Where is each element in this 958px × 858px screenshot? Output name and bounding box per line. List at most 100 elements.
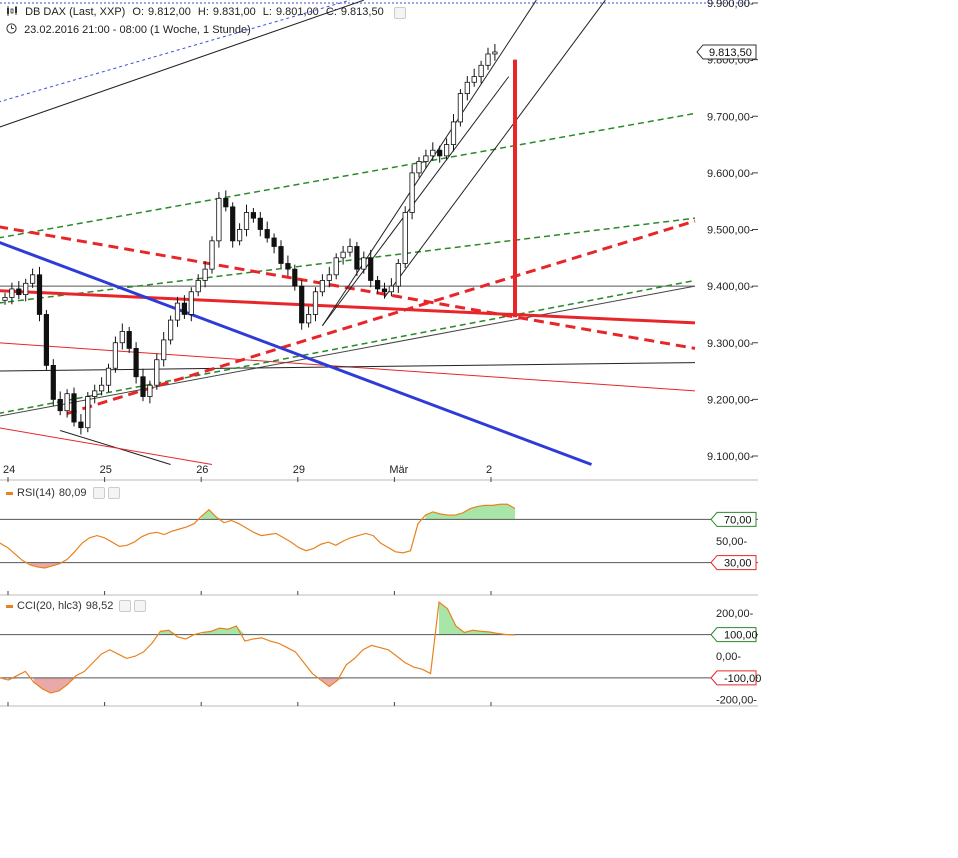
rsi-30-badge-label: 30,00 [724, 558, 752, 570]
cci-oversold-fill [8, 677, 347, 694]
x-tick-label: 29 [293, 464, 305, 476]
candle-down [181, 302, 187, 315]
rsi-value: 80,09 [58, 487, 87, 499]
candle-down [368, 257, 374, 281]
cci-200-label: 200,00- [716, 608, 754, 620]
green-dashed-line-1 [0, 279, 696, 414]
candle-down [50, 364, 56, 400]
cci-value: 98,52 [85, 600, 114, 612]
cci-line [0, 601, 516, 694]
rsi-settings-icon[interactable] [92, 487, 105, 500]
cci-0-label: 0,00- [716, 651, 741, 663]
candle-up [388, 285, 395, 293]
low-label: L: [262, 6, 272, 19]
candle-up [464, 81, 470, 95]
candle-down [437, 149, 443, 157]
high-value: 9.831,00 [212, 6, 256, 19]
candle-down [133, 348, 139, 378]
rsi-close-icon[interactable] [107, 487, 120, 500]
candle-up [167, 319, 174, 341]
open-value: 9.812,00 [148, 6, 191, 19]
high-label: H: [197, 6, 209, 19]
candle-up [409, 172, 415, 213]
period-row: 23.02.2016 21:00 - 08:00 (1 Woche, 1 Stu… [6, 23, 255, 37]
cci-settings-icon[interactable] [119, 600, 132, 613]
candle-down [140, 376, 146, 397]
green-dashed-line-3 [0, 112, 696, 239]
rsi-line [0, 503, 516, 569]
channel-upper-line [321, 0, 537, 327]
candle-up [340, 251, 346, 259]
low-value: 9.801,00 [275, 6, 319, 19]
candle-down [223, 197, 229, 208]
candle-up [319, 280, 326, 293]
candle-up [402, 212, 408, 264]
x-tick-label: 25 [100, 464, 112, 476]
clock-icon [6, 23, 17, 37]
candle-up [202, 268, 208, 281]
rsi-50-label: 50,00- [716, 536, 748, 548]
rsi-70-badge [710, 511, 757, 527]
close-value: 9.813,50 [340, 6, 384, 19]
candles [2, 44, 498, 435]
candle-up [119, 331, 125, 344]
candle-up [450, 121, 457, 145]
candle-down [43, 314, 50, 366]
last-price-badge [696, 44, 757, 60]
candle-up [9, 288, 15, 298]
panel-frames [0, 2, 758, 707]
candle-down [285, 263, 291, 270]
candlestick-icon[interactable] [6, 6, 18, 19]
candle-down [36, 274, 43, 315]
last-price-label: 9.813,50 [709, 47, 752, 59]
cci-series-swatch [6, 604, 13, 608]
channel-lower-line [384, 0, 606, 298]
cci-close-icon[interactable] [134, 600, 147, 613]
candle-down [257, 217, 263, 230]
candle-up [2, 297, 8, 301]
candle-up [430, 149, 436, 157]
red-dashed-uptrend [66, 219, 696, 415]
candle-down [71, 393, 77, 423]
cci-minus100-badge-label: -100,00 [724, 673, 761, 685]
candle-up [216, 197, 222, 242]
candle-up [478, 64, 484, 78]
candle-down [78, 421, 84, 429]
candle-up [457, 93, 464, 123]
candle-up [64, 393, 70, 412]
candle-down [264, 229, 270, 239]
settings-icon[interactable] [393, 6, 406, 19]
y-tick-label: 9.300,00- [707, 338, 754, 350]
green-dashed-line-2 [0, 217, 696, 304]
y-tick-label: 9.100,00- [707, 451, 754, 463]
blue-dashed-channel-line [0, 0, 351, 103]
candle-up [112, 342, 118, 369]
open-label: O: [132, 6, 145, 19]
candle-down [230, 206, 236, 242]
cci-minus200-label: -200,00- [716, 695, 757, 707]
candle-up [85, 396, 91, 429]
x-tick-label: Mär [389, 464, 408, 476]
cci-100-badge [710, 627, 757, 643]
candle-up [305, 314, 312, 324]
candle-up [395, 263, 401, 287]
y-tick-label: 9.900,00- [707, 0, 754, 10]
candle-up [236, 229, 243, 242]
candle-down [292, 268, 298, 287]
candle-up [423, 155, 429, 162]
candle-up [188, 291, 194, 315]
blue-downtrend-line [0, 241, 593, 466]
cci-100-badge-label: 100,00 [724, 630, 758, 642]
candle-up [416, 161, 422, 174]
candle-up [312, 291, 319, 315]
candle-up [99, 384, 105, 392]
candle-down [250, 212, 256, 219]
candle-up [154, 359, 160, 386]
rsi-30-badge [710, 555, 757, 571]
y-tick-label: 9.700,00- [707, 111, 754, 123]
channel-middle-line [321, 76, 510, 327]
y-tick-label: 9.400,00- [707, 281, 754, 293]
rsi-overbought-fill [201, 504, 516, 520]
candle-up [29, 274, 36, 284]
